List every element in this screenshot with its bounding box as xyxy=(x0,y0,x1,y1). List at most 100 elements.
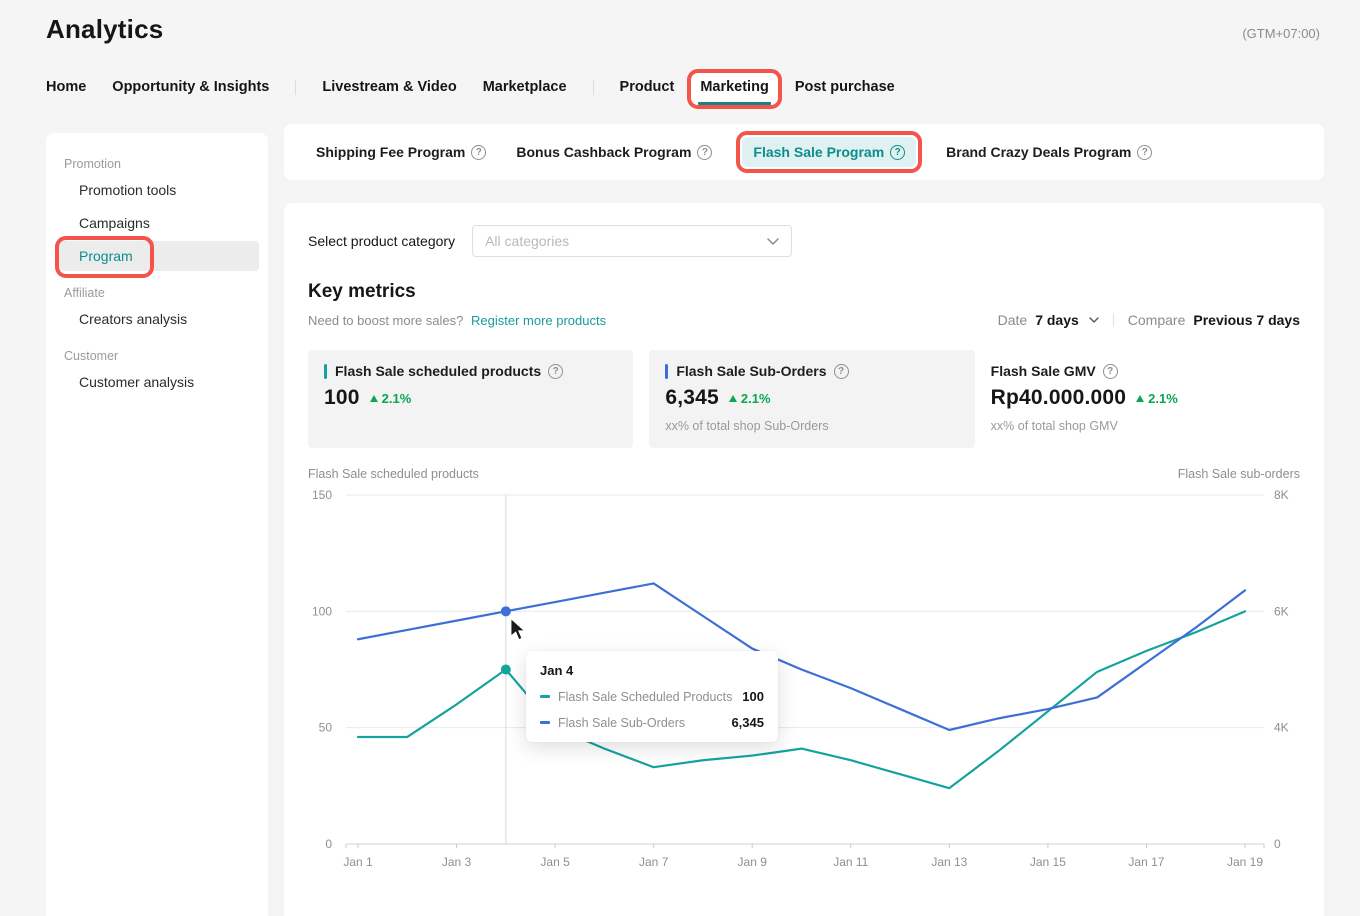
nav-tab-post-purchase[interactable]: Post purchase xyxy=(795,79,895,95)
up-triangle-icon xyxy=(729,395,737,402)
nav-tab-product[interactable]: Product xyxy=(620,79,675,95)
metric-note: xx% of total shop GMV xyxy=(991,419,1284,433)
svg-text:50: 50 xyxy=(319,721,333,735)
nav-tab-label: Opportunity & Insights xyxy=(112,79,269,95)
help-icon[interactable]: ? xyxy=(1103,364,1118,379)
svg-text:Jan 19: Jan 19 xyxy=(1227,855,1263,869)
left-axis-title: Flash Sale scheduled products xyxy=(308,467,479,481)
series-line-flash-sale-sub-orders xyxy=(358,583,1245,730)
help-icon[interactable]: ? xyxy=(834,364,849,379)
metric-change: 2.1% xyxy=(1148,391,1178,406)
help-icon[interactable]: ? xyxy=(697,145,712,160)
annotation-box-program xyxy=(55,236,154,278)
key-metrics-title: Key metrics xyxy=(308,281,1300,303)
svg-text:8K: 8K xyxy=(1274,488,1289,502)
top-nav: Home Opportunity & Insights Livestream & V… xyxy=(46,76,895,98)
svg-text:Jan 3: Jan 3 xyxy=(442,855,472,869)
date-range-select[interactable]: 7 days xyxy=(1035,312,1079,328)
key-metrics-subrow: Need to boost more sales? Register more … xyxy=(308,312,1300,328)
metric-card-flash-sale-gmv: Flash Sale GMV? Rp40.000.0002.1% xx% of to… xyxy=(991,350,1300,448)
metric-card-flash-sale-sub-orders: Flash Sale Sub-Orders? 6,345 2.1% xx% of to… xyxy=(649,350,974,448)
svg-text:150: 150 xyxy=(312,488,332,502)
nav-tab-opportunity-insights[interactable]: Opportunity & Insights xyxy=(112,79,269,95)
svg-text:Jan 17: Jan 17 xyxy=(1128,855,1164,869)
sidebar-item-customer-analysis[interactable]: Customer analysis xyxy=(55,367,259,397)
program-tab-flash-sale-program[interactable]: Flash Sale Program? xyxy=(742,137,916,167)
nav-tab-label: Livestream & Video xyxy=(322,79,456,95)
metric-label: Flash Sale Sub-Orders xyxy=(676,363,826,379)
svg-text:Jan 11: Jan 11 xyxy=(833,855,868,869)
metric-value: 100 xyxy=(324,386,360,410)
help-icon[interactable]: ? xyxy=(1137,145,1152,160)
nav-tab-livestream-video[interactable]: Livestream & Video xyxy=(322,79,456,95)
nav-tab-marketing[interactable]: Marketing xyxy=(700,79,769,95)
metric-value-row: 1002.1% xyxy=(324,386,617,410)
metric-value-row: Rp40.000.0002.1% xyxy=(991,386,1284,410)
compare-label: Compare xyxy=(1128,312,1186,328)
line-chart-area[interactable]: 00504K1006K1508KJan 1Jan 3Jan 5Jan 7Jan … xyxy=(308,485,1300,885)
tooltip-date: Jan 4 xyxy=(540,663,764,678)
category-select-value: All categories xyxy=(485,233,569,249)
help-icon[interactable]: ? xyxy=(548,364,563,379)
metric-card-header: Flash Sale GMV? xyxy=(991,363,1284,379)
metric-change: 2.1% xyxy=(741,391,771,406)
nav-tab-label: Marketing xyxy=(700,79,769,95)
hover-dot-flash-sale-sub-orders xyxy=(501,606,511,616)
metric-card-header: Flash Sale scheduled products? xyxy=(324,363,617,379)
metric-label: Flash Sale GMV xyxy=(991,363,1096,379)
nav-tab-home[interactable]: Home xyxy=(46,79,86,95)
help-icon[interactable]: ? xyxy=(890,145,905,160)
metric-label: Flash Sale scheduled products xyxy=(335,363,541,379)
sidebar-item-campaigns[interactable]: Campaigns xyxy=(55,208,259,238)
nav-tab-label: Home xyxy=(46,79,86,95)
sidebar-section-customer: Customer xyxy=(64,349,268,363)
nav-tab-marketplace[interactable]: Marketplace xyxy=(483,79,567,95)
chevron-down-icon[interactable] xyxy=(1089,317,1099,323)
category-filter-row: Select product category All categories xyxy=(308,225,1300,257)
page-title: Analytics xyxy=(46,14,163,45)
nav-divider xyxy=(295,80,296,95)
svg-text:Jan 7: Jan 7 xyxy=(639,855,669,869)
metric-value: 6,345 xyxy=(665,386,719,410)
date-controls: Date 7 days Compare Previous 7 days xyxy=(998,312,1300,328)
main-area: Shipping Fee Program?Bonus Cashback Prog… xyxy=(284,124,1324,916)
content-card: Select product category All categories K… xyxy=(284,203,1324,916)
svg-text:Jan 9: Jan 9 xyxy=(738,855,768,869)
tooltip-row: Flash Sale Sub-Orders 6,345 xyxy=(540,715,764,730)
svg-text:0: 0 xyxy=(325,837,332,851)
sidebar-item-program[interactable]: Program xyxy=(55,241,259,271)
boost-text: Need to boost more sales? Register more … xyxy=(308,313,606,328)
chart-tooltip: Jan 4 Flash Sale Scheduled Products 100 … xyxy=(526,651,778,742)
svg-text:4K: 4K xyxy=(1274,721,1289,735)
series-line-flash-sale-scheduled-products xyxy=(358,611,1245,788)
register-products-link[interactable]: Register more products xyxy=(471,313,606,328)
svg-text:Jan 15: Jan 15 xyxy=(1030,855,1066,869)
sidebar-item-creators-analysis[interactable]: Creators analysis xyxy=(55,304,259,334)
program-tab-shipping-fee-program[interactable]: Shipping Fee Program? xyxy=(316,144,486,160)
up-triangle-icon xyxy=(370,395,378,402)
right-axis-title: Flash Sale sub-orders xyxy=(1178,467,1300,481)
program-tab-bonus-cashback-program[interactable]: Bonus Cashback Program? xyxy=(516,144,712,160)
help-icon[interactable]: ? xyxy=(471,145,486,160)
sidebar: Promotion Promotion toolsCampaignsProgram… xyxy=(46,133,268,916)
divider xyxy=(1113,313,1114,327)
accent-bar xyxy=(665,364,668,379)
program-tab-label: Shipping Fee Program xyxy=(316,144,465,160)
nav-tab-label: Marketplace xyxy=(483,79,567,95)
sidebar-item-promotion-tools[interactable]: Promotion tools xyxy=(55,175,259,205)
category-select[interactable]: All categories xyxy=(472,225,792,257)
svg-text:100: 100 xyxy=(312,604,332,618)
accent-bar xyxy=(324,364,327,379)
svg-text:Jan 5: Jan 5 xyxy=(540,855,570,869)
category-filter-label: Select product category xyxy=(308,233,455,249)
program-tab-brand-crazy-deals-program[interactable]: Brand Crazy Deals Program? xyxy=(946,144,1152,160)
hover-dot-flash-sale-scheduled-products xyxy=(501,665,511,675)
sidebar-section-promotion: Promotion xyxy=(64,157,268,171)
line-chart[interactable]: 00504K1006K1508KJan 1Jan 3Jan 5Jan 7Jan … xyxy=(308,485,1300,885)
metric-note: xx% of total shop Sub-Orders xyxy=(665,419,958,433)
svg-text:6K: 6K xyxy=(1274,604,1289,618)
metric-card-flash-sale-scheduled-products: Flash Sale scheduled products? 1002.1% xyxy=(308,350,633,448)
nav-tab-label: Product xyxy=(620,79,675,95)
program-tab-label: Bonus Cashback Program xyxy=(516,144,691,160)
compare-value-select[interactable]: Previous 7 days xyxy=(1193,312,1300,328)
